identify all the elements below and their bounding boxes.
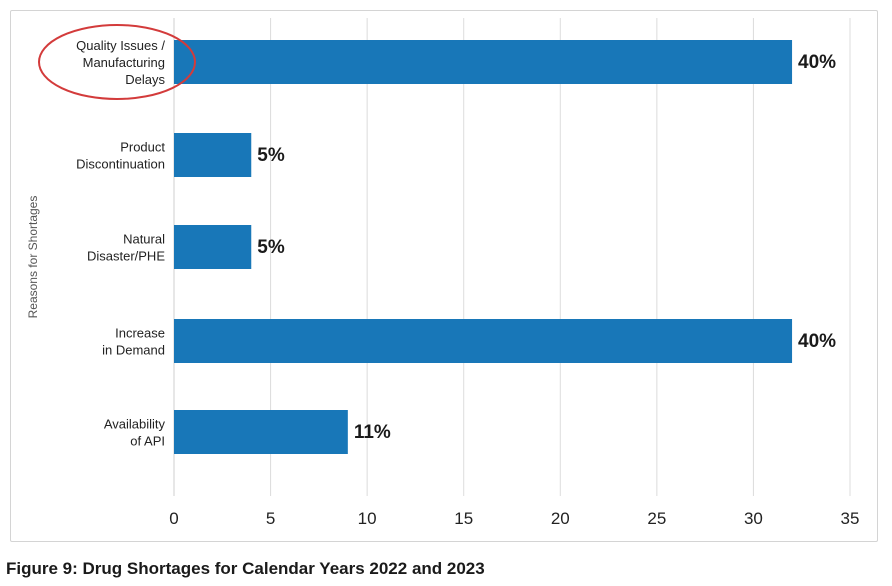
x-tick-label: 10 [358,509,377,528]
data-label: 5% [257,237,285,258]
bar [174,133,252,177]
category-label: Availability of API [104,417,166,449]
x-tick-label: 25 [647,509,666,528]
x-tick-label: 5 [266,509,275,528]
chart-frame [10,10,878,542]
bar [174,319,793,363]
x-tick-label: 20 [551,509,570,528]
x-tick-label: 35 [841,509,860,528]
category-label: Increase in Demand [102,326,165,358]
bar [174,225,252,269]
x-tick-label: 30 [744,509,763,528]
category-label: Product Discontinuation [76,140,165,172]
bar [174,410,348,454]
data-label: 40% [798,52,836,73]
y-axis-title: Reasons for Shortages [26,196,40,319]
figure-caption: Figure 9: Drug Shortages for Calendar Ye… [6,559,485,578]
data-label: 5% [257,145,285,166]
bar [174,40,793,84]
data-label: 11% [354,422,391,443]
x-tick-label: 0 [169,509,178,528]
category-label: Quality Issues / Manufacturing Delays [76,38,165,87]
data-label: 40% [798,331,836,352]
highlight-circle [38,24,196,100]
category-label: Natural Disaster/PHE [87,232,165,264]
x-tick-label: 15 [454,509,473,528]
